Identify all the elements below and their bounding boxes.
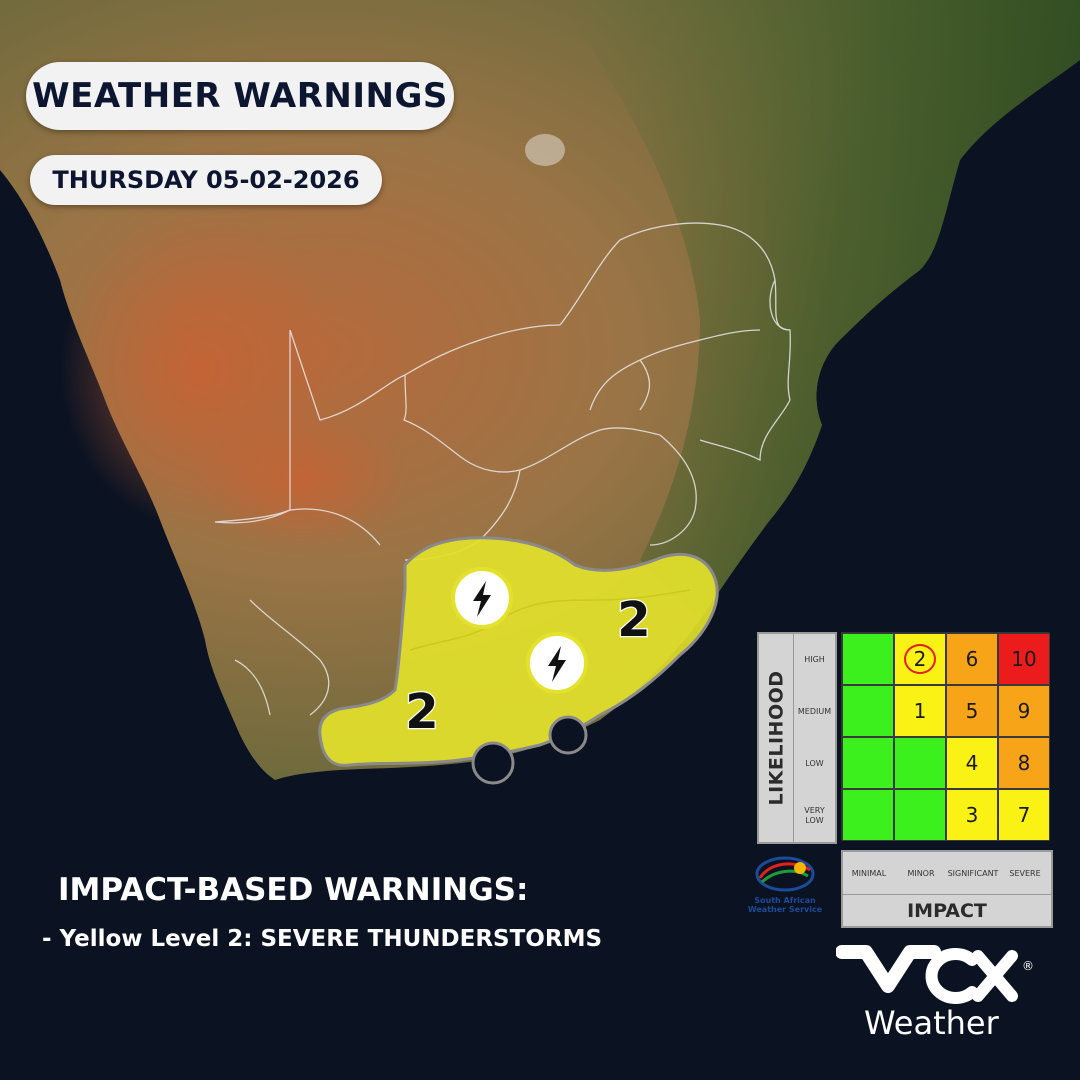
impact-col-minimal: MINIMAL: [851, 868, 887, 878]
matrix-cell: [842, 633, 894, 685]
matrix-cell: [894, 737, 946, 789]
matrix-cell: 8: [998, 737, 1050, 789]
matrix-cell-value: 4: [965, 751, 979, 775]
matrix-cell-value: 3: [965, 803, 979, 827]
matrix-cell: 1: [894, 685, 946, 737]
matrix-cell: [894, 789, 946, 841]
impact-title: IMPACT: [907, 899, 987, 922]
date-label: THURSDAY 05-02-2026: [30, 155, 382, 205]
matrix-cell: 3: [946, 789, 998, 841]
zone-level-label: 2: [405, 684, 438, 740]
vox-weather-logo: ® Weather: [835, 940, 1036, 1050]
desert-patch-2: [190, 410, 410, 550]
vox-logo-mark: ®: [835, 945, 1034, 1004]
impact-col-significant: SIGNIFICANT: [947, 868, 999, 878]
lightning-bolt-icon: [526, 632, 588, 694]
matrix-cell-value: 5: [965, 699, 979, 723]
impact-col-severe: SEVERE: [1009, 868, 1041, 878]
zone-inner-boundary: [409, 589, 691, 651]
likelihood-row-high: HIGH: [804, 655, 825, 664]
page-title: WEATHER WARNINGS: [26, 62, 454, 130]
saws-emblem-icon: [755, 856, 815, 892]
saws-label: South African Weather Service: [747, 896, 823, 914]
coast-notch: [471, 741, 515, 785]
matrix-cell: [842, 789, 894, 841]
matrix-cell: 10: [998, 633, 1050, 685]
matrix-cell: [842, 737, 894, 789]
warning-item-text: Yellow Level 2: SEVERE THUNDERSTORMS: [59, 926, 603, 952]
impact-axis: MINIMAL MINOR SIGNIFICANT SEVERE IMPACT: [841, 850, 1053, 928]
matrix-cell-value: 7: [1017, 803, 1031, 827]
likelihood-title: LIKELIHOOD: [766, 670, 788, 806]
matrix-cell-value: 8: [1017, 751, 1031, 775]
warnings-heading: IMPACT-BASED WARNINGS:: [58, 872, 529, 908]
impact-col-minor: MINOR: [907, 868, 935, 878]
likelihood-row-low: LOW: [805, 759, 824, 768]
likelihood-row-medium: MEDIUM: [797, 707, 832, 716]
vox-weather-label: Weather: [864, 1004, 999, 1042]
warning-item-dash: -: [42, 926, 52, 952]
likelihood-row-very-low: VERY LOW: [804, 806, 825, 825]
coast-notch: [548, 715, 588, 755]
matrix-cell-value: 1: [913, 699, 927, 723]
registered-mark: ®: [1022, 959, 1034, 973]
warning-item: - Yellow Level 2: SEVERE THUNDERSTORMS: [42, 926, 602, 952]
east-vegetation: [560, 0, 1080, 620]
matrix-cell-value-highlighted: 2: [904, 644, 936, 674]
matrix-cell: 4: [946, 737, 998, 789]
lightning-bolt-icon: [451, 567, 513, 629]
matrix-cell-value: 10: [1011, 647, 1037, 671]
saws-logo: South African Weather Service: [740, 852, 830, 922]
zone-level-label: 2: [617, 592, 650, 648]
matrix-cell: 5: [946, 685, 998, 737]
border-lines: [214, 222, 792, 716]
matrix-cell: 7: [998, 789, 1050, 841]
matrix-cell: [842, 685, 894, 737]
matrix-cell: 6: [946, 633, 998, 685]
matrix-cell-value: 6: [965, 647, 979, 671]
matrix-cell: 2: [894, 633, 946, 685]
salt-pan: [525, 134, 565, 166]
risk-matrix: 2 6 10 1 5 9 4 8 3 7: [841, 632, 1050, 841]
matrix-cell: 9: [998, 685, 1050, 737]
matrix-cell-value: 9: [1017, 699, 1031, 723]
likelihood-axis: LIKELIHOOD HIGH MEDIUM LOW VERY LOW: [757, 632, 837, 844]
